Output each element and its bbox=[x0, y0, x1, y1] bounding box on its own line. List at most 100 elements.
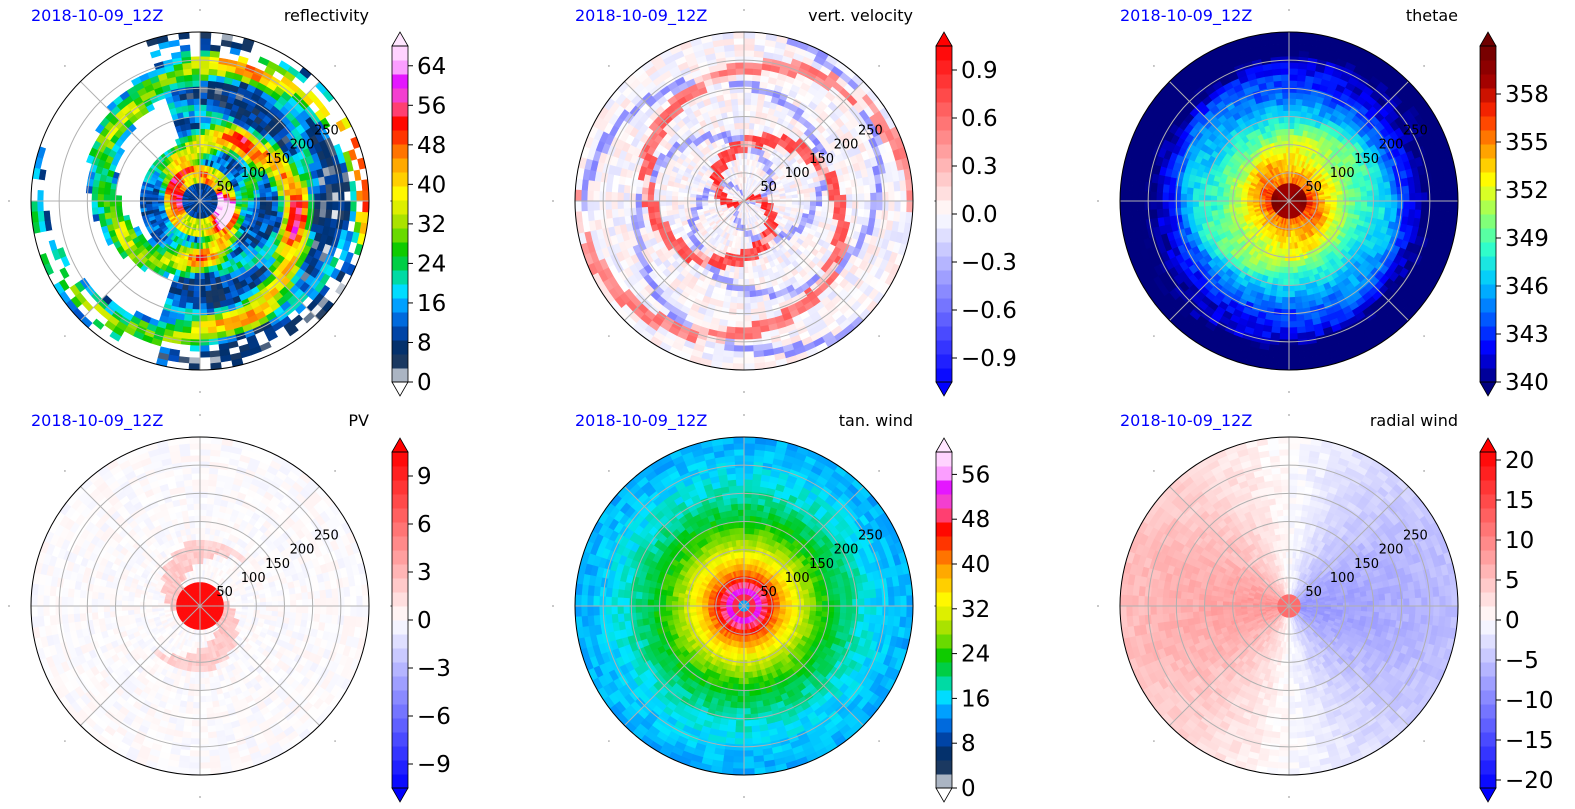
polar-grid bbox=[575, 437, 913, 775]
ring-label: 100 bbox=[785, 571, 810, 586]
polar-grid bbox=[31, 32, 369, 370]
colorbar-tick-label: 24 bbox=[961, 642, 990, 668]
panel-date-label: 2018-10-09_12Z bbox=[31, 411, 163, 431]
colorbar-tick-label: 0.9 bbox=[961, 58, 998, 84]
ring-label: 150 bbox=[809, 152, 834, 167]
colorbar-tick-label: −0.6 bbox=[961, 298, 1017, 324]
ring-label: 200 bbox=[1379, 138, 1404, 153]
ring-label: 100 bbox=[785, 166, 810, 181]
field-heatmap bbox=[575, 32, 913, 370]
ring-label: 50 bbox=[216, 180, 233, 195]
colorbar: −9 −6 −3 0 3 6 9 bbox=[391, 437, 451, 803]
colorbar-tick-label: −6 bbox=[417, 704, 451, 730]
ring-label: 250 bbox=[858, 529, 883, 544]
polar-outline bbox=[574, 31, 914, 371]
ring-label: 200 bbox=[290, 543, 315, 558]
ring-label: 250 bbox=[1403, 529, 1428, 544]
colorbar-tick-label: 40 bbox=[417, 172, 446, 198]
colorbar-tick-label: 56 bbox=[417, 93, 446, 119]
panel-date-label: 2018-10-09_12Z bbox=[1120, 6, 1252, 26]
colorbar-tick-label: 5 bbox=[1505, 568, 1520, 594]
polar-outline bbox=[1119, 31, 1459, 371]
colorbar-tick-label: −5 bbox=[1505, 648, 1539, 674]
colorbar-tick-label: −3 bbox=[417, 656, 451, 682]
panel-date-label: 2018-10-09_12Z bbox=[1120, 411, 1252, 431]
panel-title: PV bbox=[348, 411, 369, 430]
colorbar-tick-label: 346 bbox=[1505, 274, 1549, 300]
colorbar: −0.9 −0.6 −0.3 0.0 0.3 0.6 0.9 bbox=[935, 31, 1017, 397]
colorbar-tick-label: 9 bbox=[417, 464, 432, 490]
colorbar-tick-label: −0.9 bbox=[961, 346, 1017, 372]
ring-label: 250 bbox=[858, 124, 883, 139]
colorbar-tick-label: 40 bbox=[961, 552, 990, 578]
ring-label: 100 bbox=[241, 166, 266, 181]
ring-label: 150 bbox=[1354, 152, 1379, 167]
colorbar-tick-label: −9 bbox=[417, 752, 451, 778]
colorbar: 340 343 346 349 352 355 358 bbox=[1479, 31, 1549, 397]
colorbar-tick-label: 3 bbox=[417, 560, 432, 586]
colorbar-tick-label: 0.0 bbox=[961, 202, 998, 228]
ring-label: 50 bbox=[216, 585, 233, 600]
polar-grid bbox=[575, 32, 913, 370]
colorbar-tick-label: 355 bbox=[1505, 130, 1549, 156]
colorbar-tick-label: 64 bbox=[417, 54, 446, 80]
colorbar-tick-label: 8 bbox=[961, 731, 976, 757]
colorbar-tick-label: 0 bbox=[1505, 608, 1520, 634]
colorbar-tick-label: 32 bbox=[961, 597, 990, 623]
colorbar-tick-label: 24 bbox=[417, 251, 446, 277]
panel-title: tan. wind bbox=[839, 411, 913, 430]
ring-label: 200 bbox=[1379, 543, 1404, 558]
ring-label: 200 bbox=[834, 543, 859, 558]
panel-title: radial wind bbox=[1370, 411, 1458, 430]
ring-label: 200 bbox=[834, 138, 859, 153]
colorbar-tick-label: 340 bbox=[1505, 370, 1549, 396]
ring-label: 200 bbox=[290, 138, 315, 153]
ring-label: 50 bbox=[1305, 180, 1322, 195]
colorbar-tick-label: −15 bbox=[1505, 728, 1554, 754]
ring-label: 100 bbox=[241, 571, 266, 586]
polar-outline bbox=[30, 31, 370, 371]
field-heatmap bbox=[1120, 32, 1458, 370]
ring-label: 150 bbox=[1354, 557, 1379, 572]
colorbar-tick-label: 0.6 bbox=[961, 106, 998, 132]
ring-label: 150 bbox=[265, 152, 290, 167]
polar-grid bbox=[31, 437, 369, 775]
panel-date-label: 2018-10-09_12Z bbox=[31, 6, 163, 26]
colorbar-tick-label: 358 bbox=[1505, 82, 1549, 108]
ring-label: 250 bbox=[314, 529, 339, 544]
colorbar-tick-label: 16 bbox=[417, 291, 446, 317]
colorbar-tick-label: −10 bbox=[1505, 688, 1554, 714]
colorbar-tick-label: 48 bbox=[417, 133, 446, 159]
ring-label: 100 bbox=[1330, 166, 1355, 181]
colorbar-tick-label: 56 bbox=[961, 462, 990, 488]
ring-label: 250 bbox=[314, 124, 339, 139]
ring-label: 150 bbox=[265, 557, 290, 572]
ring-label: 50 bbox=[760, 180, 777, 195]
colorbar-tick-label: 20 bbox=[1505, 448, 1534, 474]
polar-grid bbox=[1120, 32, 1458, 370]
colorbar-tick-label: 343 bbox=[1505, 322, 1549, 348]
colorbar-tick-label: 32 bbox=[417, 212, 446, 238]
colorbar-tick-label: 0 bbox=[417, 608, 432, 634]
colorbar-tick-label: 0.3 bbox=[961, 154, 998, 180]
ring-label: 50 bbox=[760, 585, 777, 600]
colorbar: −20 −15 −10 −5 0 5 10 15 20 bbox=[1479, 437, 1554, 803]
colorbar-tick-label: −20 bbox=[1505, 768, 1554, 794]
ring-label: 100 bbox=[1330, 571, 1355, 586]
colorbar-tick-label: 6 bbox=[417, 512, 432, 538]
colorbar-tick-label: 15 bbox=[1505, 488, 1534, 514]
panel-date-label: 2018-10-09_12Z bbox=[575, 6, 707, 26]
colorbar-tick-label: 349 bbox=[1505, 226, 1549, 252]
panel-title: thetae bbox=[1406, 6, 1458, 25]
ring-label: 150 bbox=[809, 557, 834, 572]
polar-outline bbox=[1119, 436, 1459, 776]
field-heatmap bbox=[1120, 437, 1458, 775]
colorbar-tick-label: −0.3 bbox=[961, 250, 1017, 276]
colorbar: 0 8 16 24 32 40 48 56 bbox=[935, 437, 990, 803]
